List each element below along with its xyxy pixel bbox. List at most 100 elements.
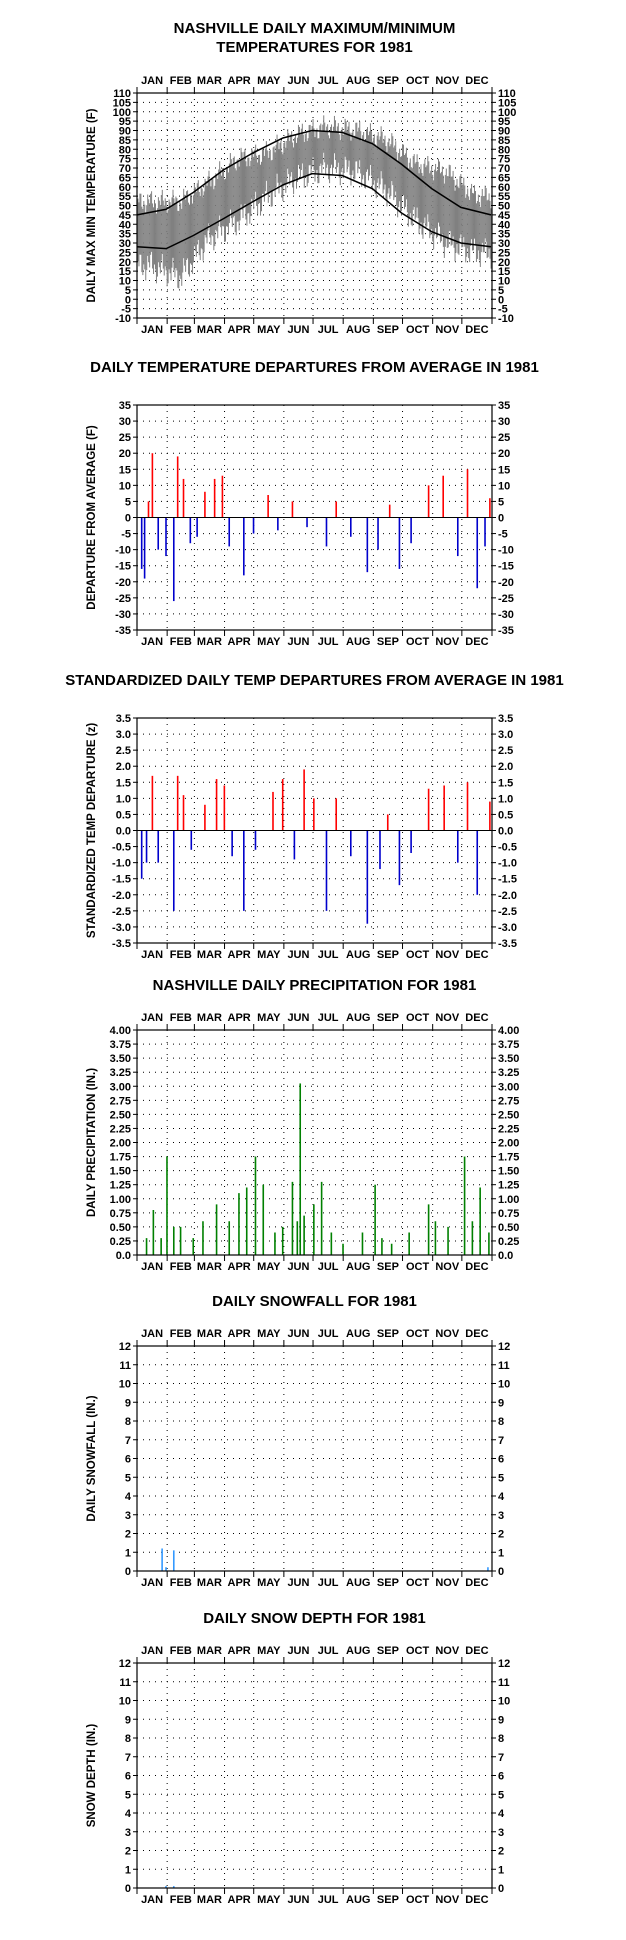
bar bbox=[254, 1156, 257, 1255]
x-tick-label: SEP bbox=[377, 949, 399, 961]
x-tick-label: FEB bbox=[170, 949, 192, 961]
bar bbox=[140, 830, 143, 879]
y-tick-label: -30 bbox=[115, 609, 131, 621]
bar bbox=[320, 1181, 323, 1255]
bar bbox=[366, 830, 369, 924]
x-tick-label: OCT bbox=[406, 1577, 430, 1589]
x-tick-label: JAN bbox=[141, 949, 163, 961]
y-tick-label: 45 bbox=[119, 210, 131, 222]
x-tick-label: FEB bbox=[170, 324, 192, 336]
y-tick-label: 3.25 bbox=[498, 1067, 519, 1079]
bar bbox=[479, 1187, 481, 1255]
y-tick-label: 6 bbox=[498, 1454, 504, 1466]
x-tick-label: JUL bbox=[318, 75, 339, 87]
bar bbox=[192, 1238, 195, 1255]
y-tick-label: 15 bbox=[119, 266, 131, 278]
bar bbox=[466, 469, 469, 518]
x-tick-label: APR bbox=[228, 324, 251, 336]
bar bbox=[291, 1181, 294, 1255]
bar bbox=[398, 830, 401, 886]
y-tick-label: 0.0 bbox=[498, 1250, 513, 1262]
chart-temperature: NASHVILLE DAILY MAXIMUM/MINIMUM TEMPERATU… bbox=[86, 20, 516, 336]
y-tick-label: 5 bbox=[498, 1789, 504, 1801]
x-tick-label: AUG bbox=[346, 1645, 370, 1657]
y-tick-label: 0.75 bbox=[498, 1208, 519, 1220]
y-tick-label: 3 bbox=[498, 1510, 504, 1522]
y-tick-label: 65 bbox=[119, 172, 131, 184]
bar bbox=[281, 779, 284, 831]
y-tick-label: -3.5 bbox=[498, 938, 517, 950]
y-tick-label: 2 bbox=[125, 1529, 131, 1541]
bar bbox=[166, 1156, 168, 1255]
y-tick-label: 2.25 bbox=[110, 1123, 131, 1135]
bar bbox=[447, 1226, 449, 1255]
bar bbox=[143, 517, 146, 579]
x-tick-label: JUN bbox=[287, 1012, 309, 1024]
x-tick-label: JUN bbox=[287, 1261, 309, 1273]
y-tick-label: 2 bbox=[498, 1529, 504, 1541]
bar bbox=[204, 491, 206, 518]
bar bbox=[456, 517, 459, 557]
y-tick-label: -1.0 bbox=[498, 858, 517, 870]
y-tick-label: 11 bbox=[498, 1677, 510, 1689]
x-tick-label: AUG bbox=[346, 1577, 370, 1589]
x-tick-label: OCT bbox=[406, 1328, 430, 1340]
bar bbox=[182, 795, 185, 831]
x-tick-label: APR bbox=[228, 75, 251, 87]
y-tick-label: 3.5 bbox=[116, 713, 131, 725]
y-tick-label: 4.00 bbox=[110, 1025, 131, 1037]
y-tick-label: -15 bbox=[115, 561, 131, 573]
bar bbox=[172, 830, 175, 911]
y-tick-label: 20 bbox=[498, 448, 510, 460]
bar bbox=[291, 501, 294, 518]
x-tick-label: JUL bbox=[318, 324, 339, 336]
y-tick-label: -5 bbox=[498, 304, 508, 316]
y-tick-label: 3.50 bbox=[498, 1053, 519, 1065]
bar bbox=[442, 475, 444, 518]
chart-title: NASHVILLE DAILY MAXIMUM/MINIMUM bbox=[174, 20, 456, 37]
y-tick-label: 3.0 bbox=[498, 729, 513, 741]
y-tick-label: 55 bbox=[498, 191, 510, 203]
y-tick-label: 2 bbox=[125, 1846, 131, 1858]
bar bbox=[386, 814, 389, 831]
x-tick-label: JAN bbox=[141, 1261, 163, 1273]
x-tick-label: FEB bbox=[170, 636, 192, 648]
bar bbox=[151, 775, 154, 831]
chart-precipitation: NASHVILLE DAILY PRECIPITATION FOR 1981 0.… bbox=[86, 977, 519, 1273]
x-tick-label: SEP bbox=[377, 324, 399, 336]
x-tick-label: MAR bbox=[197, 949, 222, 961]
y-tick-label: 6 bbox=[498, 1771, 504, 1783]
bar bbox=[182, 478, 185, 518]
bar bbox=[443, 785, 445, 831]
y-tick-label: 2.0 bbox=[498, 761, 513, 773]
y-tick-label: -0.5 bbox=[112, 842, 131, 854]
y-tick-label: 10 bbox=[498, 1379, 510, 1391]
y-tick-label: -15 bbox=[498, 561, 514, 573]
y-tick-label: 30 bbox=[498, 416, 510, 428]
x-tick-label: MAY bbox=[257, 1012, 281, 1024]
y-tick-label: 70 bbox=[119, 163, 131, 175]
y-tick-label: 0 bbox=[125, 294, 131, 306]
y-tick-label: 1.75 bbox=[498, 1152, 519, 1164]
y-tick-label: 3.25 bbox=[110, 1067, 131, 1079]
x-tick-label: JUL bbox=[318, 636, 339, 648]
chart-departure: DAILY TEMPERATURE DEPARTURES FROM AVERAG… bbox=[86, 359, 539, 648]
bar bbox=[243, 830, 245, 911]
x-tick-label: MAY bbox=[257, 1261, 281, 1273]
x-tick-label: NOV bbox=[435, 1328, 460, 1340]
y-tick-label: 40 bbox=[119, 219, 131, 231]
bar bbox=[145, 1238, 148, 1255]
x-tick-label: APR bbox=[228, 1261, 251, 1273]
y-tick-label: 3.00 bbox=[498, 1081, 519, 1093]
y-tick-label: 2.0 bbox=[116, 761, 131, 773]
x-tick-label: MAR bbox=[197, 1894, 222, 1906]
y-tick-label: 90 bbox=[119, 126, 131, 138]
y-tick-label: -1.5 bbox=[112, 874, 131, 886]
y-tick-label: 2.25 bbox=[498, 1123, 519, 1135]
y-tick-label: 2.5 bbox=[498, 745, 513, 757]
y-tick-label: 3.0 bbox=[116, 729, 131, 741]
chart-title: DAILY SNOWFALL FOR 1981 bbox=[212, 1293, 417, 1310]
y-tick-label: -1.0 bbox=[112, 858, 131, 870]
x-tick-label: AUG bbox=[346, 324, 370, 336]
y-tick-label: 5 bbox=[125, 285, 131, 297]
